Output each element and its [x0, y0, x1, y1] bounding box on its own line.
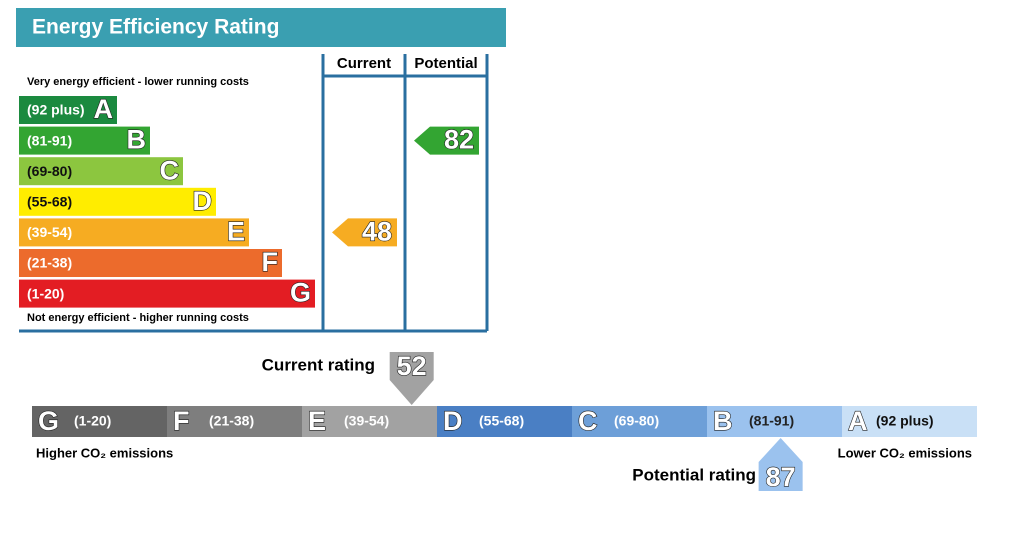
band-letter: F	[262, 247, 279, 277]
band-letter: E	[308, 406, 326, 436]
band	[572, 406, 707, 437]
band-range: (81-91)	[27, 132, 72, 148]
band-range: (1-20)	[74, 413, 111, 429]
rating-pointer	[389, 352, 434, 405]
band-range: (1-20)	[27, 285, 64, 301]
rating-arrow	[332, 218, 397, 247]
rating-value: 52	[397, 351, 427, 381]
band-range: (92 plus)	[876, 413, 934, 429]
band	[19, 279, 315, 308]
title: Energy Efficiency Rating	[32, 16, 279, 39]
rating-arrow	[414, 126, 479, 155]
band-range: (92 plus)	[27, 102, 85, 118]
band-letter: G	[38, 406, 59, 436]
column-header: Potential	[414, 55, 477, 72]
band	[167, 406, 302, 437]
band-range: (69-80)	[27, 163, 72, 179]
band-range: (55-68)	[479, 413, 524, 429]
band-letter: A	[94, 94, 114, 124]
band-letter: D	[193, 186, 213, 216]
band-letter: B	[713, 406, 733, 436]
band-range: (21-38)	[27, 255, 72, 271]
band	[437, 406, 572, 437]
bottom-note: Not energy efficient - higher running co…	[27, 312, 249, 324]
rating-value: 87	[766, 462, 796, 492]
band	[707, 406, 842, 437]
band-letter: C	[160, 155, 180, 185]
rating-value: 82	[444, 125, 474, 155]
rating-pointer	[758, 438, 803, 491]
band	[19, 126, 150, 155]
band-range: (39-54)	[27, 224, 72, 240]
column-header: Current	[337, 55, 391, 72]
band	[19, 218, 249, 247]
band	[302, 406, 437, 437]
band-letter: B	[127, 125, 147, 155]
frame	[19, 54, 489, 333]
rating-value: 48	[362, 217, 392, 247]
band	[19, 157, 183, 186]
band	[19, 187, 216, 216]
band	[19, 96, 117, 124]
band	[19, 249, 282, 277]
band-letter: E	[227, 217, 245, 247]
band	[842, 406, 977, 437]
title-bar	[16, 8, 506, 47]
right-note: Lower CO₂ emissions	[838, 445, 972, 460]
potential-label: Potential rating	[632, 465, 756, 484]
band-letter: G	[290, 278, 311, 308]
current-label: Current rating	[262, 355, 375, 374]
band-letter: A	[848, 406, 868, 436]
band-letter: D	[443, 406, 463, 436]
band-range: (21-38)	[209, 413, 254, 429]
band-range: (69-80)	[614, 413, 659, 429]
left-note: Higher CO₂ emissions	[36, 445, 173, 460]
band-range: (55-68)	[27, 194, 72, 210]
band-range: (81-91)	[749, 413, 794, 429]
band-letter: F	[173, 406, 190, 436]
band-range: (39-54)	[344, 413, 389, 429]
top-note: Very energy efficient - lower running co…	[27, 76, 249, 88]
band-letter: C	[578, 406, 598, 436]
band	[32, 406, 167, 437]
